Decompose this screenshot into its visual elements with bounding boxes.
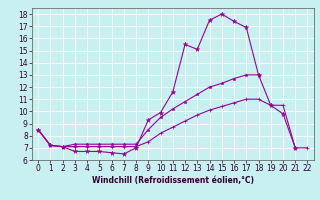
- X-axis label: Windchill (Refroidissement éolien,°C): Windchill (Refroidissement éolien,°C): [92, 176, 254, 185]
